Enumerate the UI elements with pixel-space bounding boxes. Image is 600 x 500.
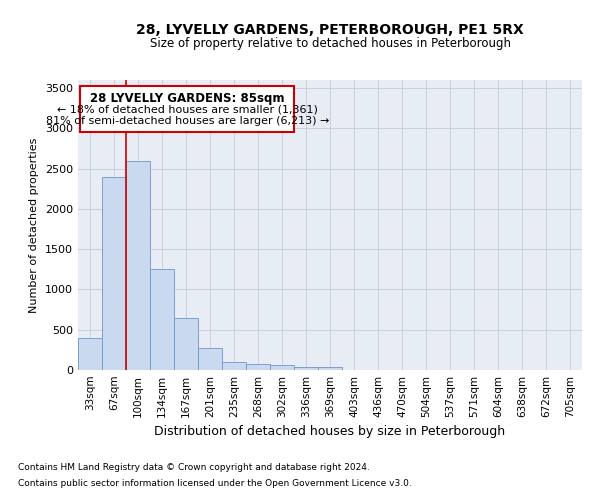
Text: 28 LYVELLY GARDENS: 85sqm: 28 LYVELLY GARDENS: 85sqm xyxy=(90,92,284,105)
Bar xyxy=(318,367,342,370)
Bar xyxy=(78,338,102,370)
Text: 28, LYVELLY GARDENS, PETERBOROUGH, PE1 5RX: 28, LYVELLY GARDENS, PETERBOROUGH, PE1 5… xyxy=(136,22,524,36)
Text: 81% of semi-detached houses are larger (6,213) →: 81% of semi-detached houses are larger (… xyxy=(46,116,329,126)
Text: Contains HM Land Registry data © Crown copyright and database right 2024.: Contains HM Land Registry data © Crown c… xyxy=(18,464,370,472)
Text: ← 18% of detached houses are smaller (1,361): ← 18% of detached houses are smaller (1,… xyxy=(57,104,317,114)
X-axis label: Distribution of detached houses by size in Peterborough: Distribution of detached houses by size … xyxy=(154,426,506,438)
Text: Size of property relative to detached houses in Peterborough: Size of property relative to detached ho… xyxy=(149,38,511,51)
Bar xyxy=(270,365,294,370)
Bar xyxy=(222,362,246,370)
FancyBboxPatch shape xyxy=(80,86,294,132)
Bar xyxy=(126,160,150,370)
Y-axis label: Number of detached properties: Number of detached properties xyxy=(29,138,40,312)
Bar xyxy=(198,348,222,370)
Bar xyxy=(246,364,270,370)
Bar xyxy=(150,270,174,370)
Bar xyxy=(102,176,126,370)
Bar xyxy=(174,318,198,370)
Text: Contains public sector information licensed under the Open Government Licence v3: Contains public sector information licen… xyxy=(18,478,412,488)
Bar xyxy=(294,367,318,370)
